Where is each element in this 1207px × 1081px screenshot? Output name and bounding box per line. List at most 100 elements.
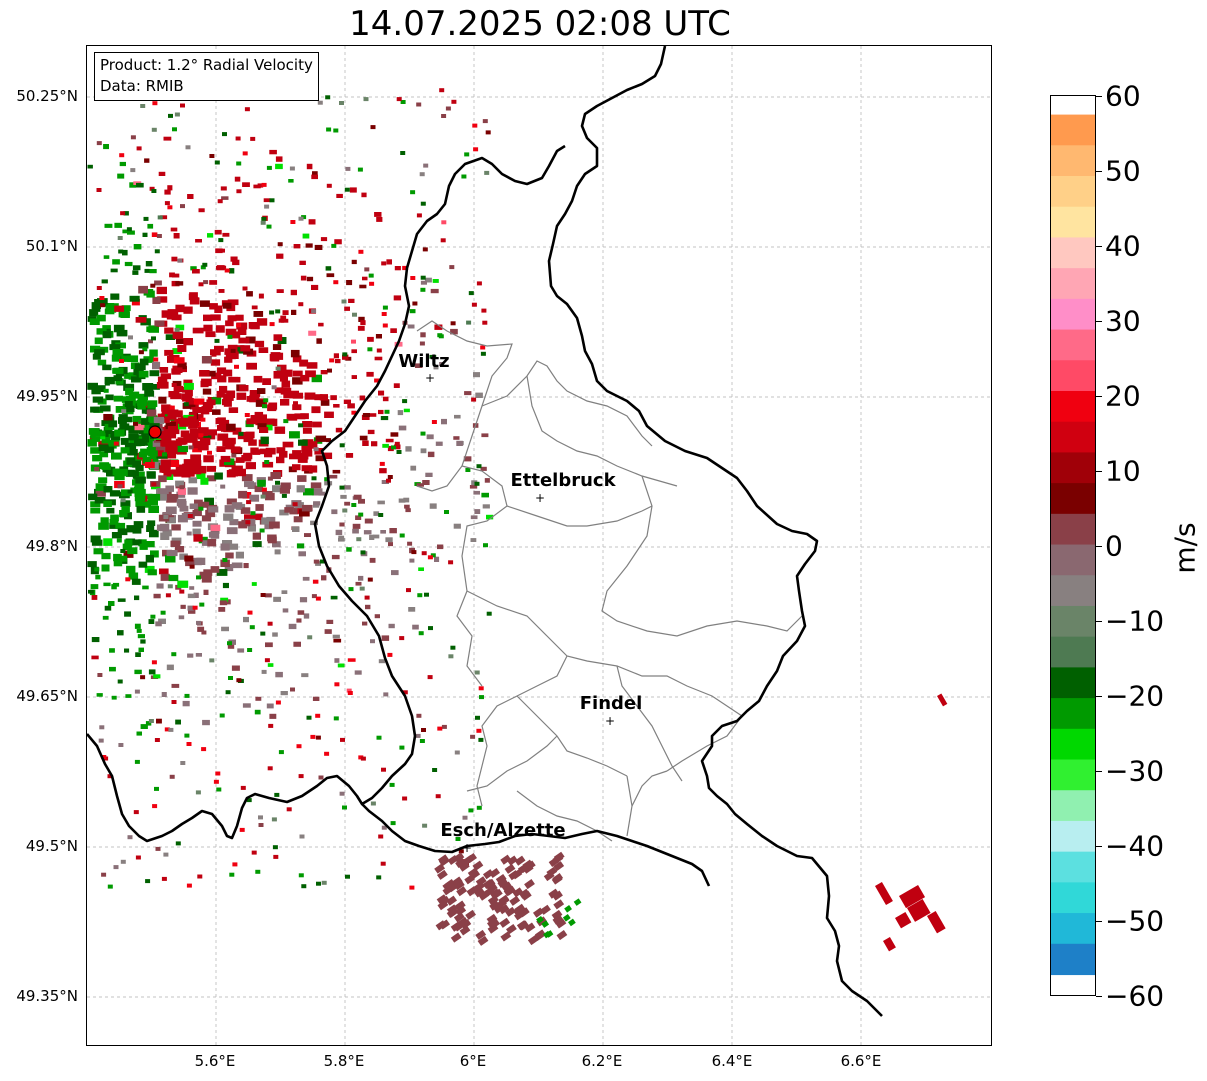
radar-pixel [167, 414, 177, 420]
radar-pixel [498, 904, 510, 915]
radar-pixel [257, 479, 266, 487]
radar-pixel [296, 618, 302, 623]
radar-pixel [229, 519, 239, 526]
radar-pixel [179, 421, 188, 427]
radar-pixel [174, 546, 185, 553]
radar-pixel [101, 552, 111, 560]
radar-pixel [166, 312, 176, 320]
radar-pixel [113, 553, 122, 562]
radar-pixel [151, 232, 158, 237]
radar-pixel [134, 482, 145, 490]
radar-pixel [88, 493, 98, 501]
radar-map[interactable] [86, 45, 992, 1046]
radar-pixel [120, 500, 131, 507]
radar-pixel [299, 260, 306, 265]
radar-pixel [154, 249, 160, 254]
radar-pixel [117, 630, 124, 636]
radar-pixel [304, 533, 311, 537]
radar-pixel [202, 388, 212, 395]
radar-pixel [564, 905, 572, 913]
colorbar-tick-label: 0 [1105, 529, 1123, 563]
radar-pixel [426, 434, 434, 440]
radar-pixel [147, 223, 154, 229]
radar-pixel [245, 520, 251, 525]
radar-pixel [562, 914, 571, 922]
radar-pixel [234, 176, 241, 182]
radar-pixel [175, 304, 185, 313]
radar-pixel [108, 601, 115, 606]
radar-pixel [255, 696, 262, 701]
radar-pixel [121, 505, 130, 513]
radar-pixel [356, 537, 362, 542]
radar-pixel [440, 238, 446, 243]
radar-pixel [483, 543, 488, 548]
radar-pixel [94, 349, 105, 356]
radar-pixel [255, 869, 261, 874]
radar-pixel [281, 493, 287, 498]
radar-pixel [137, 634, 145, 639]
radar-pixel [429, 354, 437, 359]
radar-pixel [103, 538, 113, 546]
radar-pixel [271, 385, 277, 390]
radar-pixel [235, 457, 245, 463]
radar-pixel [183, 306, 193, 314]
radar-pixel [127, 489, 133, 494]
radar-pixel [369, 281, 375, 286]
radar-pixel [432, 279, 439, 283]
radar-pixel [441, 220, 447, 225]
radar-pixel [334, 682, 340, 687]
radar-pixel [107, 774, 113, 779]
radar-pixel [185, 145, 191, 150]
radar-pixel [91, 539, 103, 546]
radar-pixel [348, 587, 354, 592]
radar-pixel [128, 449, 138, 456]
radar-pixel [128, 391, 140, 399]
radar-pixel [134, 669, 142, 675]
radar-pixel [176, 338, 185, 344]
radar-pixel [110, 293, 120, 300]
radar-pixel [398, 498, 406, 503]
radar-pixel [269, 521, 280, 529]
radar-pixel [200, 439, 211, 446]
radar-pixel [90, 584, 99, 590]
radar-pixel [479, 695, 484, 700]
radar-pixel [200, 380, 209, 388]
radar-pixel [220, 455, 231, 463]
radar-pixel [99, 451, 109, 458]
radar-pixel [160, 215, 168, 220]
colorbar-swatch [1051, 820, 1095, 853]
radar-pixel [318, 775, 324, 780]
radar-pixel [265, 642, 273, 648]
radar-pixel [351, 339, 356, 344]
radar-pixel [96, 328, 107, 335]
radar-pixel [301, 215, 307, 220]
radar-pixel [104, 605, 112, 611]
radar-pixel [215, 266, 222, 270]
radar-pixel [117, 598, 126, 602]
radar-pixel [137, 393, 148, 401]
radar-pixel [480, 345, 486, 350]
radar-pixel [482, 119, 488, 124]
radar-pixel [154, 280, 162, 286]
radar-pixel [272, 845, 278, 850]
radar-pixel [315, 455, 326, 462]
radar-pixel [96, 286, 102, 290]
radar-pixel [210, 359, 221, 366]
radar-pixel [198, 433, 204, 438]
radar-pixel [271, 817, 277, 822]
radar-pixel [216, 390, 225, 398]
radar-pixel [344, 306, 350, 311]
radar-pixel [335, 427, 343, 433]
radar-pixel [552, 890, 563, 901]
radar-pixel [224, 564, 234, 572]
radar-pixel [316, 338, 322, 344]
radar-pixel [505, 924, 517, 935]
radar-pixel [187, 194, 194, 199]
radar-pixel [142, 500, 151, 508]
radar-pixel [210, 531, 220, 539]
radar-pixel [331, 554, 340, 560]
radar-pixel [313, 559, 320, 564]
radar-pixel [189, 464, 201, 472]
radar-pixel [249, 625, 255, 630]
radar-pixel [416, 213, 422, 218]
